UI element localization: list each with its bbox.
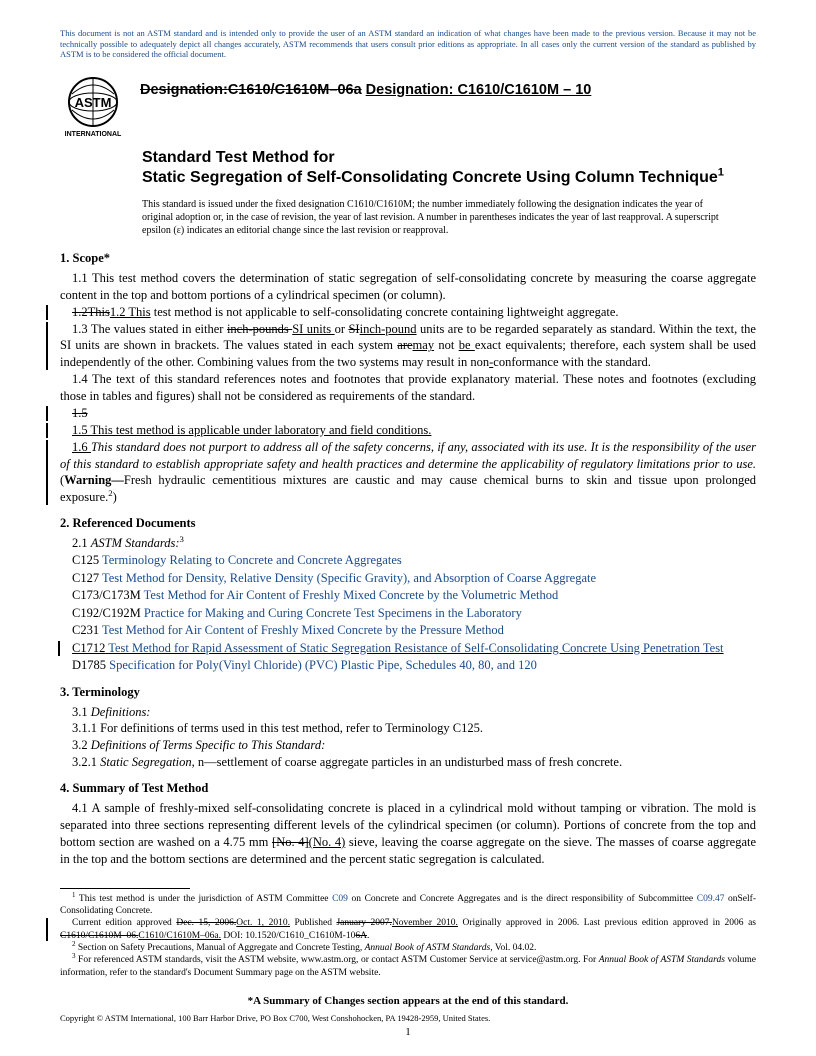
ref-c1712: C1712 Test Method for Rapid Assessment o…: [72, 640, 756, 658]
para-1-5-old: 1.5: [60, 405, 756, 422]
para-2-1: 2.1 ASTM Standards:3: [60, 535, 756, 552]
section-2-body: 2.1 ASTM Standards:3 C125 Terminology Re…: [60, 535, 756, 674]
para-3-2: 3.2 Definitions of Terms Specific to Thi…: [60, 737, 756, 754]
para-3-2-1: 3.2.1 Static Segregation, n—settlement o…: [60, 754, 756, 771]
svg-text:ASTM: ASTM: [75, 95, 112, 110]
footnotes: 1 This test method is under the jurisdic…: [60, 888, 756, 979]
para-1-3: 1.3 The values stated in either inch-pou…: [60, 321, 756, 372]
section-1-head: 1. Scope*: [60, 251, 756, 266]
para-1-2: 1.2This1.2 This test method is not appli…: [60, 304, 756, 321]
para-1-5-new: 1.5 This test method is applicable under…: [60, 422, 756, 439]
summary-of-changes-note: *A Summary of Changes section appears at…: [60, 995, 756, 1007]
title-line1: Standard Test Method for: [142, 148, 756, 168]
designation-line: Designation:C1610/C1610M–06a Designation…: [140, 82, 591, 98]
footnote-3: 3 For referenced ASTM standards, visit t…: [60, 954, 756, 979]
para-1-6: 1.6 This standard does not purport to ad…: [60, 439, 756, 507]
footnote-2: 2 Section on Safety Precautions, Manual …: [60, 942, 756, 954]
astm-logo: ASTM INTERNATIONAL: [60, 74, 126, 140]
svg-text:INTERNATIONAL: INTERNATIONAL: [65, 131, 122, 138]
ref-item: C231 Test Method for Air Content of Fres…: [72, 622, 756, 640]
section-2-head: 2. Referenced Documents: [60, 516, 756, 531]
ref-item: C125 Terminology Relating to Concrete an…: [72, 552, 756, 570]
page-number: 1: [0, 1026, 816, 1038]
section-1-body: 1.1 This test method covers the determin…: [60, 270, 756, 506]
section-3-head: 3. Terminology: [60, 685, 756, 700]
disclaimer-text: This document is not an ASTM standard an…: [60, 28, 756, 60]
ref-item: C127 Test Method for Density, Relative D…: [72, 570, 756, 588]
title-line2: Static Segregation of Self-Consolidating…: [142, 168, 756, 188]
section-4-body: 4.1 A sample of freshly-mixed self-conso…: [60, 800, 756, 868]
para-1-1: 1.1 This test method covers the determin…: [60, 270, 756, 304]
ref-d1785: D1785 Specification for Poly(Vinyl Chlor…: [72, 657, 756, 675]
footnote-1: 1 This test method is under the jurisdic…: [60, 893, 756, 918]
ref-item: C192/C192M Practice for Making and Curin…: [72, 605, 756, 623]
para-3-1-1: 3.1.1 For definitions of terms used in t…: [60, 720, 756, 737]
para-3-1: 3.1 Definitions:: [60, 704, 756, 721]
issue-note: This standard is issued under the fixed …: [142, 198, 756, 237]
header-row: ASTM INTERNATIONAL Designation:C1610/C16…: [60, 74, 756, 140]
section-4-head: 4. Summary of Test Method: [60, 781, 756, 796]
section-3-body: 3.1 Definitions: 3.1.1 For definitions o…: [60, 704, 756, 772]
copyright-text: Copyright © ASTM International, 100 Barr…: [60, 1013, 756, 1023]
title-block: Standard Test Method for Static Segregat…: [142, 148, 756, 188]
para-1-4: 1.4 The text of this standard references…: [60, 371, 756, 405]
ref-item: C173/C173M Test Method for Air Content o…: [72, 587, 756, 605]
para-4-1: 4.1 A sample of freshly-mixed self-conso…: [60, 800, 756, 868]
footnote-1b: Current edition approved Dec. 15, 2006.O…: [60, 917, 756, 942]
